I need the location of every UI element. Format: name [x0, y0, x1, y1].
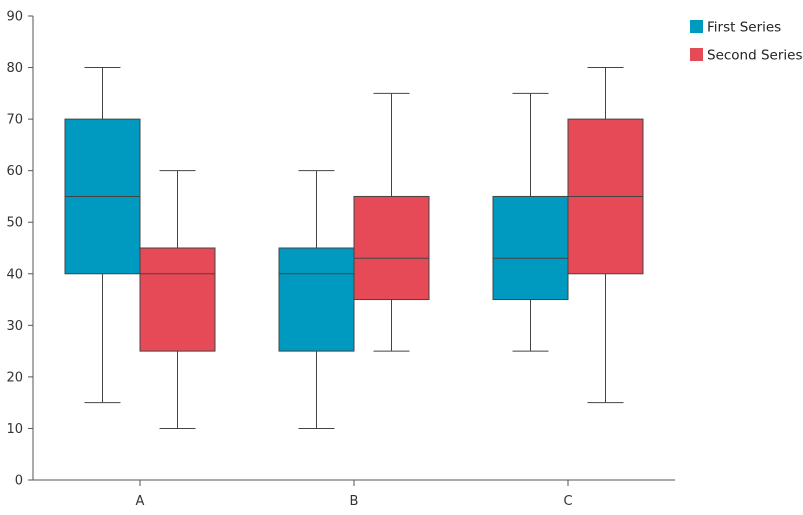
- box-body: [492, 195, 569, 301]
- y-tick-label: 40: [6, 267, 23, 282]
- box-A-series-2: [139, 170, 216, 429]
- legend: First Series Second Series: [690, 20, 803, 64]
- y-tick-label: 10: [6, 422, 23, 437]
- legend-swatch: [690, 48, 703, 61]
- x-tick-label: B: [350, 494, 359, 509]
- y-tick-label: 30: [6, 319, 23, 334]
- box-body: [139, 247, 216, 352]
- y-tick-label: 0: [15, 474, 23, 489]
- box-B-series-1: [278, 170, 355, 429]
- x-tick-label: A: [136, 494, 145, 509]
- y-tick-label: 70: [6, 113, 23, 128]
- y-tick-label: 50: [6, 216, 23, 231]
- y-tick-label: 80: [6, 61, 23, 76]
- box-body: [353, 195, 430, 301]
- y-tick-label: 90: [6, 10, 23, 25]
- legend-label: Second Series: [707, 48, 803, 64]
- box-B-series-2: [353, 92, 430, 352]
- legend-item-series-1: First Series: [690, 20, 781, 36]
- box-C-series-2: [567, 67, 644, 404]
- x-tick-label: C: [563, 494, 572, 509]
- y-tick-label: 60: [6, 164, 23, 179]
- box-A-series-1: [64, 67, 141, 404]
- legend-item-series-2: Second Series: [690, 48, 803, 64]
- legend-label: First Series: [707, 20, 781, 36]
- box-body: [278, 247, 355, 352]
- plot-area: [64, 67, 644, 429]
- y-axis: 0 10 20 30 40 50 60 70 80 90: [6, 10, 34, 489]
- x-axis: A B C: [33, 479, 675, 509]
- box-C-series-1: [492, 92, 569, 352]
- legend-swatch: [690, 20, 703, 33]
- y-tick-label: 20: [6, 370, 23, 385]
